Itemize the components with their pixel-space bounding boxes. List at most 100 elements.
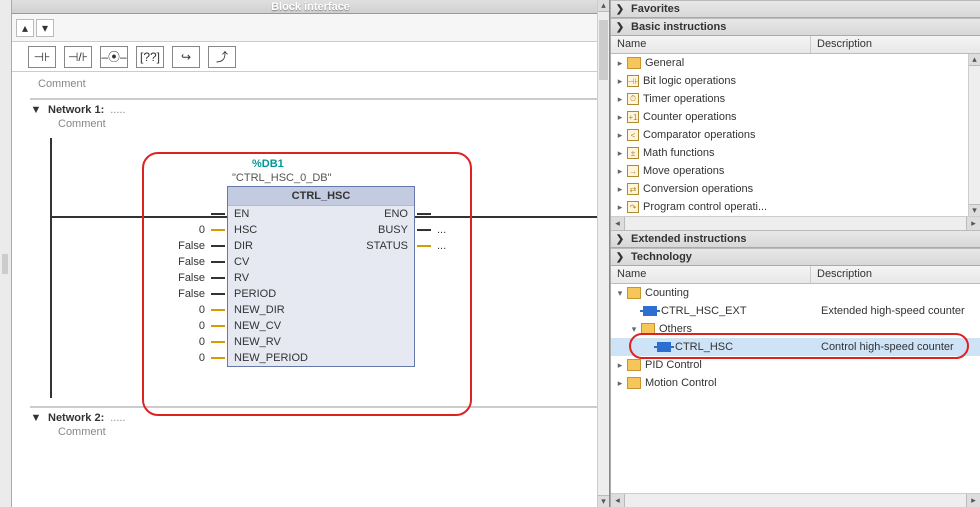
tree-item[interactable]: ▸⊣⊦Bit logic operations [611, 72, 980, 90]
editor-body: Comment ▼ Network 1: ..... Comment %DB1 … [12, 72, 609, 507]
basic-vscroll[interactable]: ▴ ▾ [968, 54, 980, 216]
expand-icon[interactable]: ▸ [615, 112, 625, 123]
tree-item-counting[interactable]: ▾ Counting [611, 284, 980, 302]
tree-item[interactable]: ▸→Move operations [611, 162, 980, 180]
pin-value[interactable]: 0 [199, 304, 205, 316]
scroll-thumb[interactable] [599, 20, 608, 80]
network-2-header[interactable]: ▼ Network 2: ..... [30, 406, 601, 424]
tree-item-pid[interactable]: ▸ PID Control [611, 356, 980, 374]
tree-item[interactable]: ▸+1Counter operations [611, 108, 980, 126]
scroll-right-icon[interactable]: ▸ [966, 217, 980, 230]
expand-icon[interactable]: ▸ [615, 360, 625, 371]
db-name[interactable]: "CTRL_HSC_0_DB" [232, 172, 332, 184]
tree-item[interactable]: ▸±Math functions [611, 144, 980, 162]
col-name[interactable]: Name [611, 36, 811, 53]
scroll-right-icon[interactable]: ▸ [966, 494, 980, 507]
pin-status[interactable]: STATUS [366, 240, 408, 252]
pin-value[interactable]: 0 [199, 320, 205, 332]
scroll-down-icon[interactable]: ▾ [598, 495, 609, 507]
pin-new_cv[interactable]: NEW_CV [234, 320, 281, 332]
pin-hsc[interactable]: HSC [234, 224, 257, 236]
fb-block-ctrl-hsc[interactable]: CTRL_HSC ENENOHSCBUSYDIRSTATUSCVRVPERIOD… [227, 186, 415, 367]
editor-toolbar: ▴ ▾ [12, 14, 609, 42]
pin-en[interactable]: EN [234, 208, 249, 220]
col-name[interactable]: Name [611, 266, 811, 283]
col-desc[interactable]: Description [811, 266, 980, 283]
expand-icon[interactable]: ▸ [615, 76, 625, 87]
scroll-left-icon[interactable]: ◂ [611, 217, 625, 230]
pin-value[interactable]: 0 [199, 224, 205, 236]
pin-new_dir[interactable]: NEW_DIR [234, 304, 285, 316]
pin-value[interactable]: False [178, 256, 205, 268]
collapse-icon[interactable]: ▼ [30, 412, 42, 424]
toolbar-btn-up[interactable]: ▴ [16, 19, 34, 37]
tree-item-ctrl-hsc[interactable]: CTRL_HSC Control high-speed counter [611, 338, 980, 356]
tree-item[interactable]: ▸⏱Timer operations [611, 90, 980, 108]
basic-hscroll[interactable]: ◂ ▸ [611, 216, 980, 230]
tech-hscroll[interactable]: ◂ ▸ [611, 493, 980, 507]
pin-value[interactable]: ... [437, 240, 446, 252]
expand-icon[interactable]: ▸ [615, 184, 625, 195]
pin-value[interactable]: False [178, 288, 205, 300]
panel-technology[interactable]: ❯ Technology [611, 248, 980, 266]
expand-icon[interactable]: ▸ [615, 148, 625, 159]
scroll-up-icon[interactable]: ▴ [598, 0, 609, 12]
tree-item-motion[interactable]: ▸ Motion Control [611, 374, 980, 392]
technology-label: Technology [631, 251, 692, 263]
pin-dir[interactable]: DIR [234, 240, 253, 252]
network-1-comment[interactable]: Comment [58, 118, 601, 130]
lad-tool-5[interactable]: ⤴ [208, 46, 236, 68]
lad-tool-0[interactable]: ⊣⊦ [28, 46, 56, 68]
panel-favorites[interactable]: ❯ Favorites [611, 0, 980, 18]
pin-new_period[interactable]: NEW_PERIOD [234, 352, 308, 364]
chevron-right-icon: ❯ [615, 234, 625, 245]
expand-icon[interactable]: ▾ [629, 324, 639, 335]
pin-value[interactable]: False [178, 272, 205, 284]
panel-extended-instructions[interactable]: ❯ Extended instructions [611, 230, 980, 248]
network-2-comment[interactable]: Comment [58, 426, 601, 438]
lad-tool-4[interactable]: ↪ [172, 46, 200, 68]
pin-value[interactable]: ... [437, 224, 446, 236]
network-1-header[interactable]: ▼ Network 1: ..... [30, 98, 601, 116]
tree-item[interactable]: ▸↷Program control operati... [611, 198, 980, 216]
tree-item[interactable]: ▸⇄Conversion operations [611, 180, 980, 198]
lad-tool-3[interactable]: [??] [136, 46, 164, 68]
tree-item-others[interactable]: ▾ Others [611, 320, 980, 338]
db-symbol[interactable]: %DB1 [252, 158, 284, 170]
col-desc[interactable]: Description [811, 36, 980, 53]
top-comment[interactable]: Comment [38, 78, 601, 90]
tree-label: PID Control [645, 359, 702, 371]
splitter-handle[interactable] [2, 254, 8, 274]
lad-tool-2[interactable]: –⦿– [100, 46, 128, 68]
scroll-down-icon[interactable]: ▾ [969, 204, 980, 216]
scroll-up-icon[interactable]: ▴ [969, 54, 980, 66]
pin-eno[interactable]: ENO [384, 208, 408, 220]
pin-value[interactable]: 0 [199, 336, 205, 348]
lad-tool-1[interactable]: ⊣/⊦ [64, 46, 92, 68]
tree-item[interactable]: ▸<Comparator operations [611, 126, 980, 144]
expand-icon[interactable]: ▸ [615, 58, 625, 69]
expand-icon[interactable]: ▸ [615, 94, 625, 105]
pin-value[interactable]: 0 [199, 352, 205, 364]
editor-vscroll[interactable]: ▴ ▾ [597, 0, 609, 507]
expand-icon[interactable]: ▸ [615, 166, 625, 177]
pin-new_rv[interactable]: NEW_RV [234, 336, 281, 348]
pin-value[interactable]: False [178, 240, 205, 252]
block-interface-bar[interactable]: Block interface [12, 0, 609, 14]
scroll-left-icon[interactable]: ◂ [611, 494, 625, 507]
network-1-rung[interactable]: %DB1 "CTRL_HSC_0_DB" CTRL_HSC ENENOHSCBU… [50, 138, 601, 398]
pin-busy[interactable]: BUSY [378, 224, 408, 236]
tree-item-ctrl-hsc-ext[interactable]: CTRL_HSC_EXT Extended high-speed counter [611, 302, 980, 320]
toolbar-btn-down[interactable]: ▾ [36, 19, 54, 37]
pin-period[interactable]: PERIOD [234, 288, 276, 300]
panel-basic-instructions[interactable]: ❯ Basic instructions [611, 18, 980, 36]
tech-col-header: Name Description [611, 266, 980, 284]
tree-item[interactable]: ▸General [611, 54, 980, 72]
expand-icon[interactable]: ▸ [615, 378, 625, 389]
expand-icon[interactable]: ▾ [615, 288, 625, 299]
expand-icon[interactable]: ▸ [615, 130, 625, 141]
pin-rv[interactable]: RV [234, 272, 249, 284]
expand-icon[interactable]: ▸ [615, 202, 625, 213]
pin-cv[interactable]: CV [234, 256, 249, 268]
collapse-icon[interactable]: ▼ [30, 104, 42, 116]
